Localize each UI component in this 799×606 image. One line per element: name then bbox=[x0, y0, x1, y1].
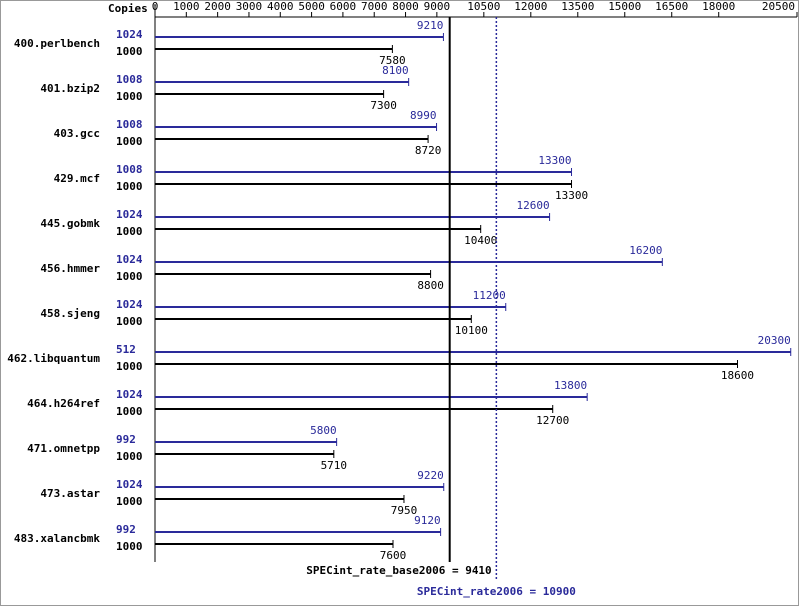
benchmark-label: 456.hmmer bbox=[40, 262, 100, 275]
x-tick-label: 9000 bbox=[424, 0, 451, 13]
value-label: 5800 bbox=[310, 424, 337, 437]
x-tick-label: 10500 bbox=[467, 0, 500, 13]
value-label: 7580 bbox=[379, 54, 406, 67]
value-label: 8990 bbox=[410, 109, 437, 122]
benchmark-label: 403.gcc bbox=[54, 127, 100, 140]
benchmark-label: 464.h264ref bbox=[27, 397, 100, 410]
x-tick-label: 3000 bbox=[236, 0, 263, 13]
x-tick-label: 7000 bbox=[361, 0, 388, 13]
x-tick-label: 5000 bbox=[298, 0, 325, 13]
x-tick-label: 16500 bbox=[655, 0, 688, 13]
copies-label: 1024 bbox=[116, 208, 143, 221]
copies-label: 1024 bbox=[116, 253, 143, 266]
copies-header: Copies bbox=[108, 2, 148, 15]
copies-label: 1024 bbox=[116, 388, 143, 401]
value-label: 13300 bbox=[538, 154, 571, 167]
benchmark-label: 401.bzip2 bbox=[40, 82, 100, 95]
x-tick-label: 2000 bbox=[204, 0, 231, 13]
copies-label: 992 bbox=[116, 523, 136, 536]
copies-label: 1024 bbox=[116, 28, 143, 41]
copies-label: 1008 bbox=[116, 73, 143, 86]
x-tick-label: 6000 bbox=[330, 0, 357, 13]
x-tick-label: 0 bbox=[152, 0, 159, 13]
copies-label: 1000 bbox=[116, 495, 143, 508]
reference-label: SPECint_rate2006 = 10900 bbox=[417, 585, 576, 598]
value-label: 12600 bbox=[516, 199, 549, 212]
copies-label: 1024 bbox=[116, 478, 143, 491]
x-tick-label: 13500 bbox=[561, 0, 594, 13]
value-label: 5710 bbox=[321, 459, 348, 472]
benchmark-label: 473.astar bbox=[40, 487, 100, 500]
copies-label: 1024 bbox=[116, 298, 143, 311]
copies-label: 1000 bbox=[116, 540, 143, 553]
value-label: 8800 bbox=[417, 279, 444, 292]
value-label: 16200 bbox=[629, 244, 662, 257]
value-label: 11200 bbox=[473, 289, 506, 302]
copies-label: 1000 bbox=[116, 225, 143, 238]
copies-label: 1000 bbox=[116, 270, 143, 283]
x-tick-label: 12000 bbox=[514, 0, 547, 13]
benchmark-label: 445.gobmk bbox=[40, 217, 100, 230]
x-tick-label: 8000 bbox=[392, 0, 419, 13]
copies-label: 992 bbox=[116, 433, 136, 446]
x-tick-label: 15000 bbox=[608, 0, 641, 13]
copies-label: 1000 bbox=[116, 360, 143, 373]
benchmark-label: 458.sjeng bbox=[40, 307, 100, 320]
copies-label: 1000 bbox=[116, 405, 143, 418]
x-tick-label: 18000 bbox=[702, 0, 735, 13]
value-label: 10100 bbox=[455, 324, 488, 337]
copies-label: 1000 bbox=[116, 135, 143, 148]
copies-label: 512 bbox=[116, 343, 136, 356]
benchmark-label: 462.libquantum bbox=[7, 352, 100, 365]
value-label: 7300 bbox=[370, 99, 397, 112]
value-label: 8100 bbox=[382, 64, 409, 77]
x-tick-label: 20500 bbox=[762, 0, 795, 13]
value-label: 9220 bbox=[417, 469, 444, 482]
value-label: 13300 bbox=[555, 189, 588, 202]
copies-label: 1000 bbox=[116, 90, 143, 103]
value-label: 7950 bbox=[391, 504, 418, 517]
copies-label: 1000 bbox=[116, 315, 143, 328]
value-label: 20300 bbox=[758, 334, 791, 347]
value-label: 18600 bbox=[721, 369, 754, 382]
copies-label: 1000 bbox=[116, 45, 143, 58]
value-label: 12700 bbox=[536, 414, 569, 427]
copies-label: 1000 bbox=[116, 180, 143, 193]
x-tick-label: 4000 bbox=[267, 0, 294, 13]
benchmark-label: 400.perlbench bbox=[14, 37, 100, 50]
value-label: 7600 bbox=[380, 549, 407, 562]
benchmark-label: 483.xalancbmk bbox=[14, 532, 100, 545]
value-label: 9120 bbox=[414, 514, 441, 527]
x-tick-label: 1000 bbox=[173, 0, 200, 13]
copies-label: 1000 bbox=[116, 450, 143, 463]
benchmark-label: 471.omnetpp bbox=[27, 442, 100, 455]
value-label: 9210 bbox=[417, 19, 444, 32]
reference-label: SPECint_rate_base2006 = 9410 bbox=[306, 564, 491, 577]
benchmark-label: 429.mcf bbox=[54, 172, 100, 185]
copies-label: 1008 bbox=[116, 163, 143, 176]
value-label: 10400 bbox=[464, 234, 497, 247]
value-label: 8720 bbox=[415, 144, 442, 157]
copies-label: 1008 bbox=[116, 118, 143, 131]
value-label: 13800 bbox=[554, 379, 587, 392]
